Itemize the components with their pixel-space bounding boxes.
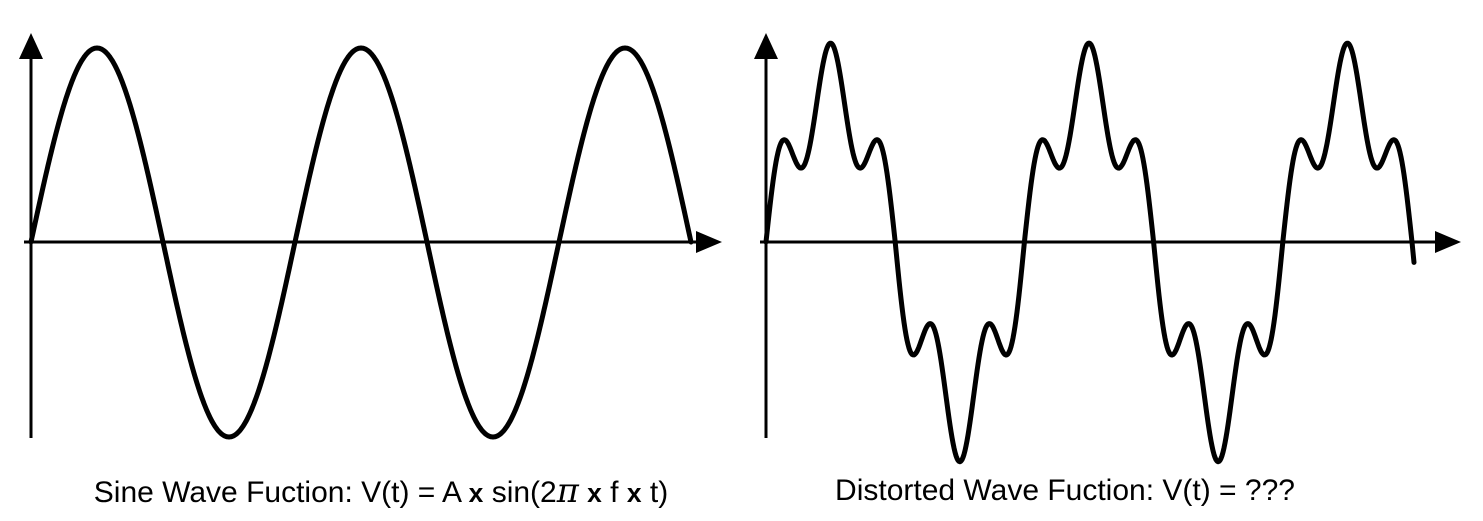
caption-bold-x: x xyxy=(587,478,602,508)
distorted-wave-curve xyxy=(763,40,1417,465)
caption-text-run: Sine Wave Fuction: V(t) = A xyxy=(93,476,469,509)
caption-text-run: sin(2 xyxy=(483,476,557,509)
caption-pi: π xyxy=(556,471,579,510)
sine-wave-panel xyxy=(19,33,722,440)
x-axis-arrowhead xyxy=(1435,231,1461,253)
y-axis-arrowhead xyxy=(754,33,778,59)
caption-bold-x: x xyxy=(468,478,484,508)
sine-wave-curve xyxy=(28,45,694,440)
x-axis-arrowhead xyxy=(696,231,722,253)
caption-text-run: t) xyxy=(641,476,669,509)
distorted-wave-panel xyxy=(754,33,1461,465)
y-axis-arrowhead xyxy=(19,33,43,59)
caption-text-run: Distorted Wave Fuction: V(t) = ??? xyxy=(835,474,1295,507)
caption-text-run: f xyxy=(601,476,627,509)
caption-bold-x: x xyxy=(626,478,642,508)
distorted-wave-caption: Distorted Wave Fuction: V(t) = ??? xyxy=(835,473,1295,509)
sine-wave-caption: Sine Wave Fuction: V(t) = A x sin(2π x f… xyxy=(94,473,668,511)
